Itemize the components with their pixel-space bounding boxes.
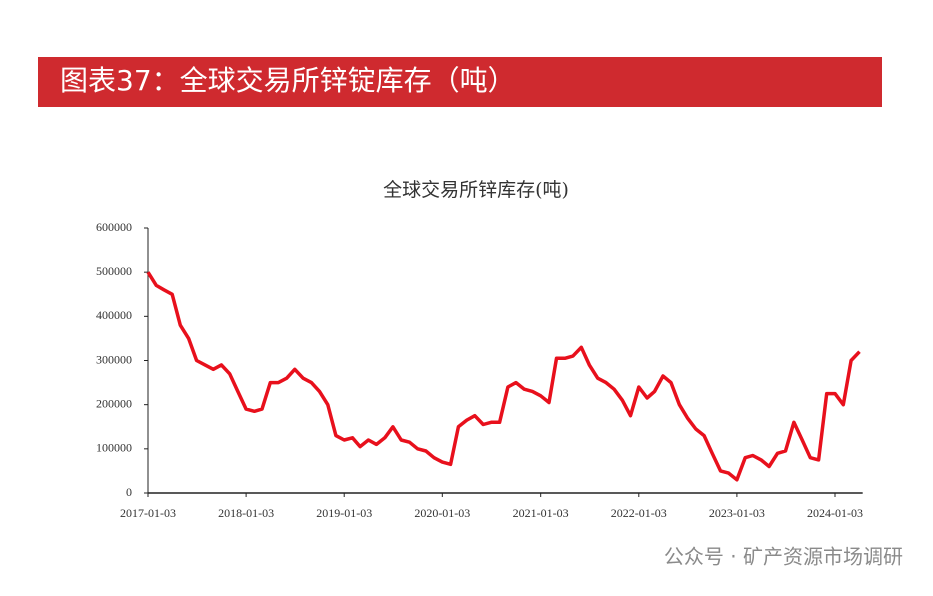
header-title: 图表37：全球交易所锌锭库存（吨）: [60, 64, 516, 97]
y-tick-label: 500000: [96, 264, 132, 278]
y-tick-label: 300000: [96, 352, 132, 366]
y-tick-label: 400000: [96, 308, 132, 322]
x-tick-label: 2018-01-03: [218, 506, 274, 520]
x-tick-label: 2023-01-03: [709, 506, 765, 520]
y-tick-label: 100000: [96, 441, 132, 455]
x-tick-label: 2020-01-03: [414, 506, 470, 520]
x-tick-label: 2019-01-03: [316, 506, 372, 520]
x-tick-label: 2024-01-03: [807, 506, 863, 520]
data-line: [146, 271, 861, 482]
header-banner: [38, 57, 882, 107]
y-tick-label: 0: [126, 485, 132, 499]
x-tick-label: 2017-01-03: [120, 506, 176, 520]
y-tick-label: 600000: [96, 220, 132, 234]
chart-title: 全球交易所锌库存(吨): [383, 179, 569, 201]
x-tick-label: 2022-01-03: [611, 506, 667, 520]
y-tick-label: 200000: [96, 396, 132, 410]
watermark: 公众号 · 矿产资源市场调研: [664, 545, 903, 569]
x-tick-label: 2021-01-03: [513, 506, 569, 520]
